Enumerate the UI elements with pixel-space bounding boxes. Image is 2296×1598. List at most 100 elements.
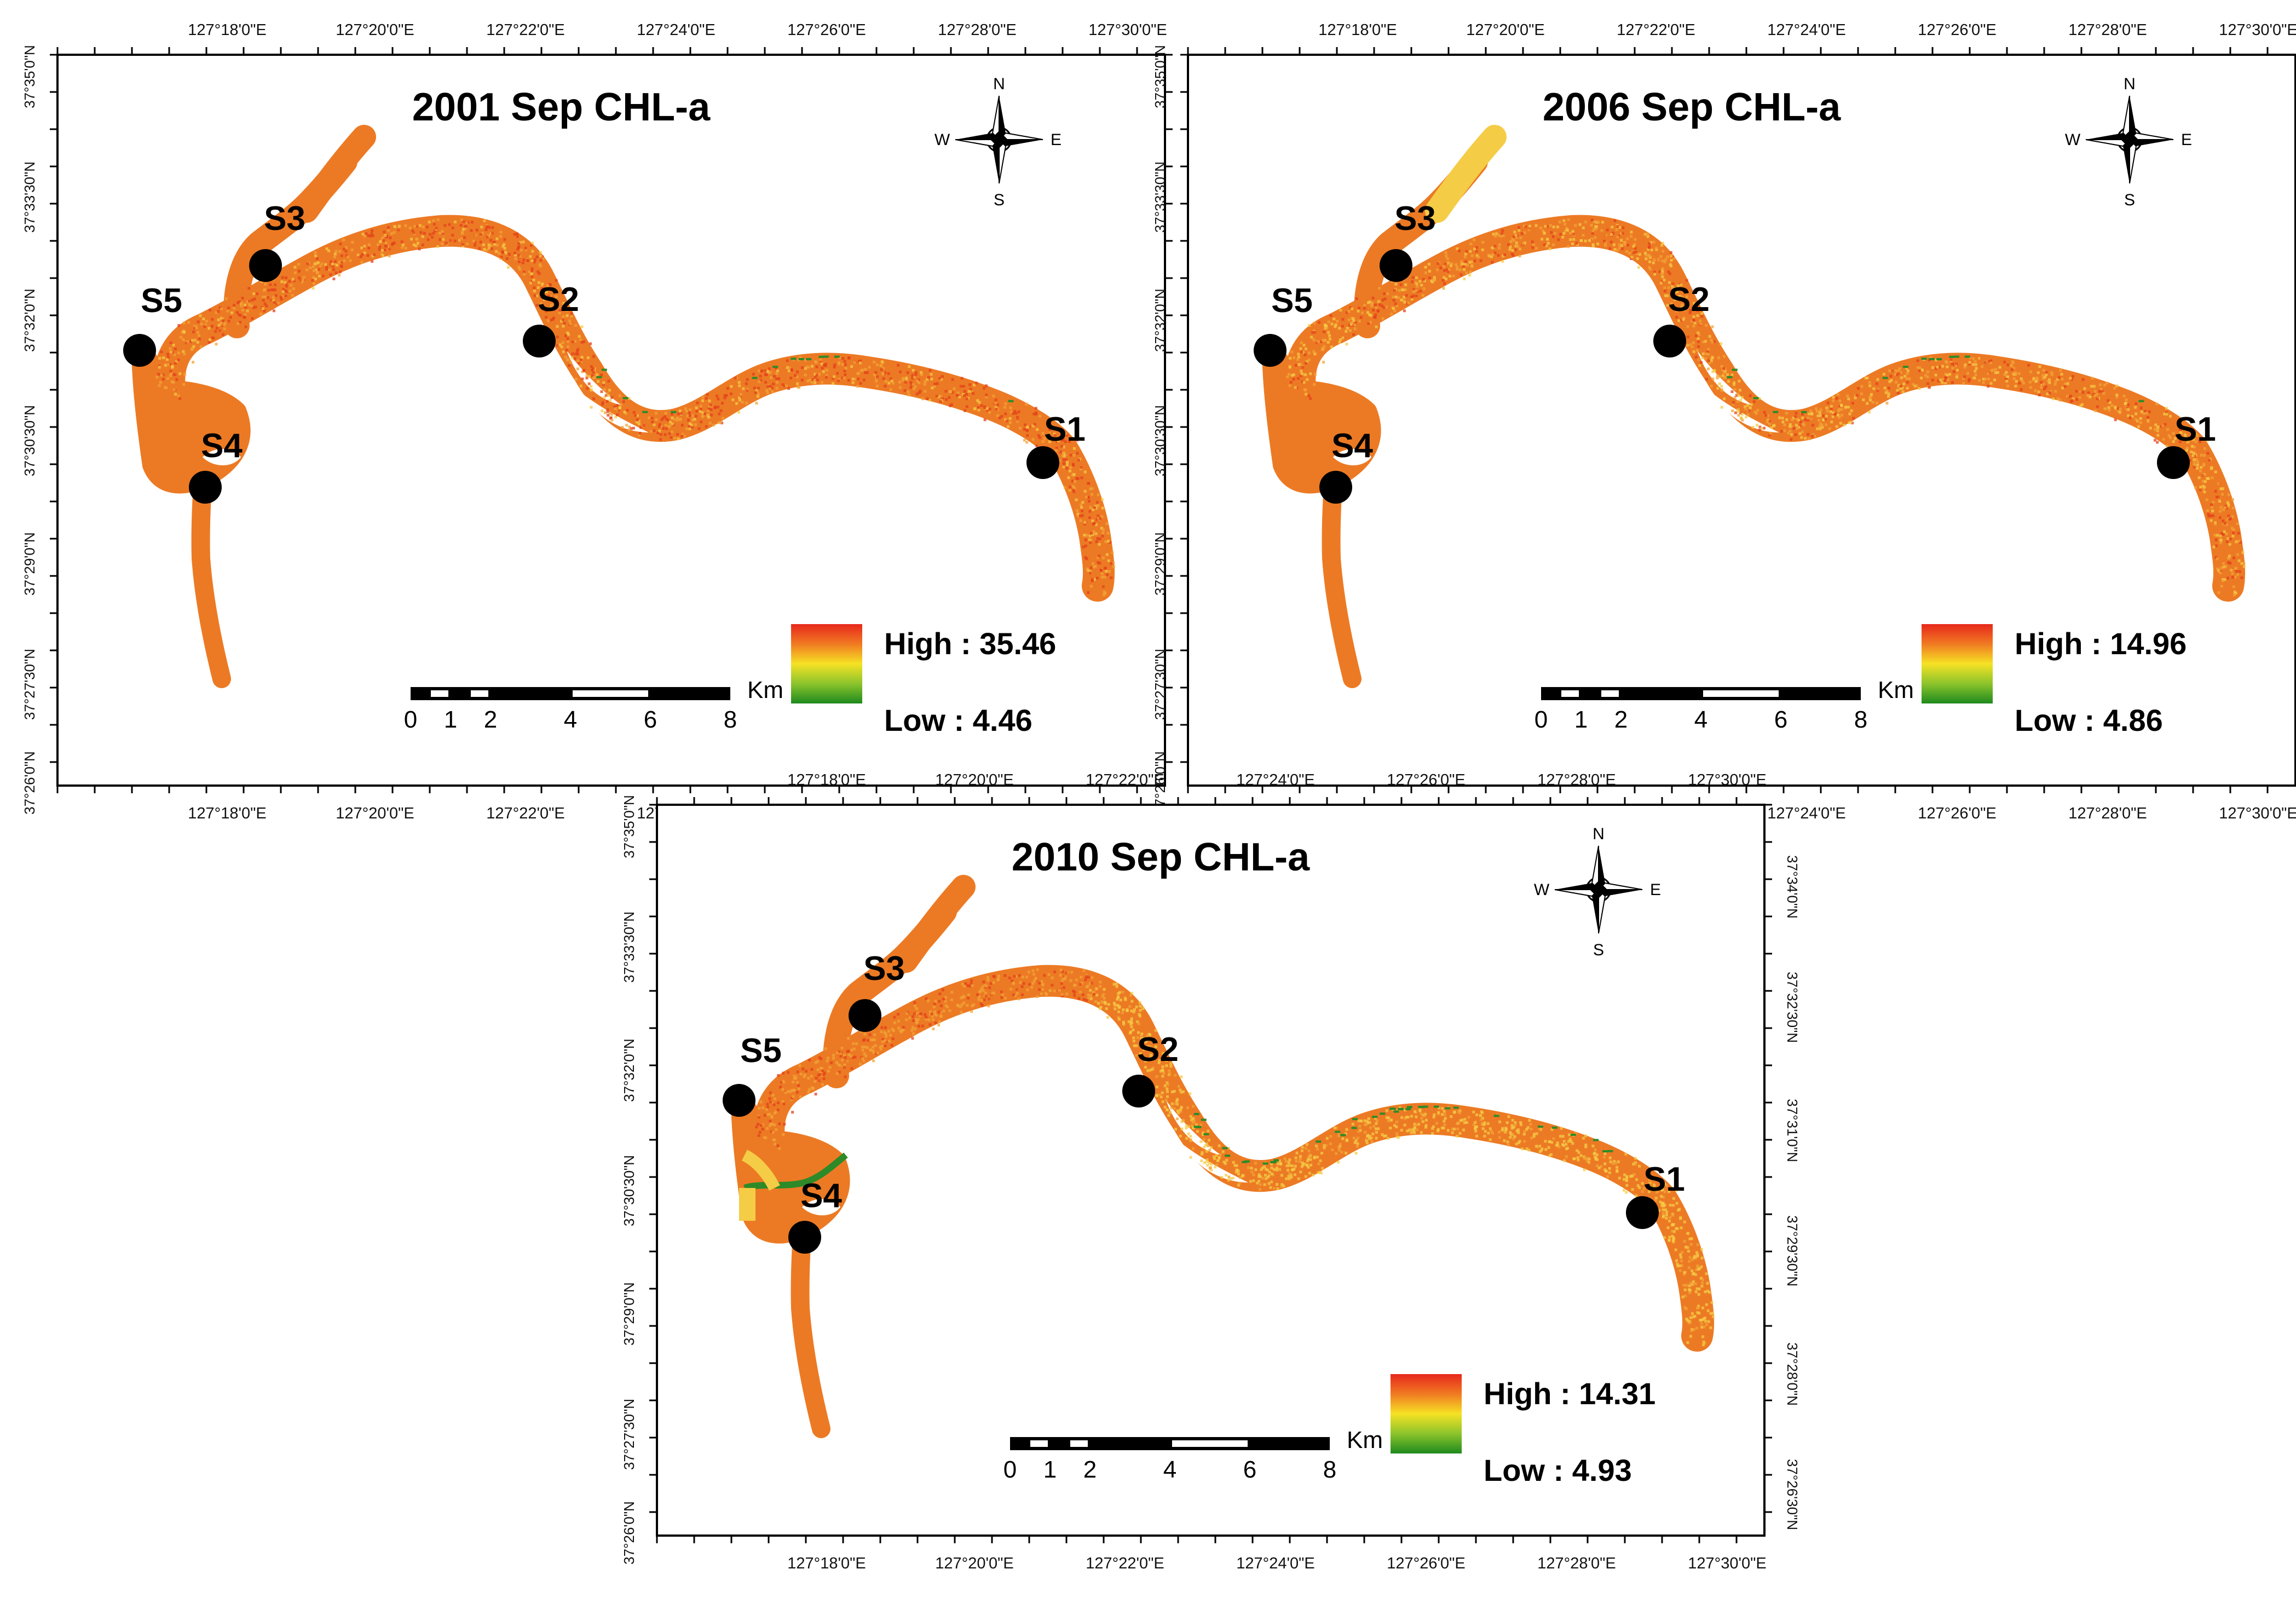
raster-pixel xyxy=(1121,990,1124,994)
raster-pixel xyxy=(1831,415,1835,418)
raster-pixel xyxy=(1443,1123,1446,1127)
raster-pixel xyxy=(1410,296,1413,299)
raster-pixel xyxy=(1773,424,1776,427)
raster-pixel xyxy=(1263,1165,1266,1168)
raster-pixel xyxy=(779,1086,782,1089)
raster-pixel xyxy=(1252,1173,1255,1176)
raster-pixel xyxy=(1660,1195,1663,1198)
raster-pixel xyxy=(2169,436,2172,439)
raster-pixel xyxy=(1902,382,1906,385)
raster-pixel xyxy=(1692,350,1695,353)
raster-pixel xyxy=(382,239,385,242)
raster-pixel xyxy=(1472,1110,1475,1114)
latitude-label-left: 37°30'30"N xyxy=(621,1155,637,1226)
raster-pixel xyxy=(568,364,571,367)
low-chl-patch xyxy=(743,1152,848,1191)
raster-pixel xyxy=(821,1067,824,1070)
raster-pixel xyxy=(1092,993,1095,996)
raster-pixel xyxy=(1064,432,1067,435)
raster-pixel xyxy=(585,376,589,379)
raster-pixel xyxy=(217,318,220,321)
raster-pixel xyxy=(1560,1127,1563,1130)
raster-pixel xyxy=(579,338,582,342)
low-chl-patch xyxy=(739,1188,755,1221)
raster-pixel xyxy=(1497,1130,1501,1134)
raster-pixel xyxy=(1832,411,1835,414)
raster-pixel xyxy=(2022,382,2025,385)
raster-pixel xyxy=(884,1026,887,1029)
raster-pixel xyxy=(1746,413,1750,417)
raster-pixel xyxy=(1461,1118,1464,1122)
raster-pixel xyxy=(1359,316,1363,319)
raster-pixel xyxy=(1982,381,1985,384)
raster-pixel xyxy=(1974,360,1977,363)
raster-pixel xyxy=(335,263,338,267)
raster-pixel xyxy=(1903,374,1907,378)
raster-pixel xyxy=(1072,464,1075,467)
station-label-s5: S5 xyxy=(141,282,182,320)
raster-pixel xyxy=(1934,367,1937,370)
raster-pixel xyxy=(1442,1127,1445,1130)
scale-bar-base xyxy=(1541,687,1861,700)
raster-pixel xyxy=(1370,302,1373,305)
raster-pixel xyxy=(2224,505,2228,508)
raster-pixel xyxy=(2037,390,2040,394)
raster-pixel xyxy=(1751,426,1755,429)
raster-pixel xyxy=(1648,1186,1652,1189)
raster-pixel xyxy=(1004,402,1007,406)
raster-pixel xyxy=(2238,570,2241,573)
raster-pixel xyxy=(1547,1146,1550,1149)
raster-pixel xyxy=(1122,1023,1126,1026)
raster-pixel xyxy=(1453,1106,1459,1109)
raster-pixel xyxy=(1899,371,1902,374)
raster-pixel xyxy=(404,246,407,250)
raster-pixel xyxy=(1548,247,1551,251)
raster-pixel xyxy=(529,281,532,285)
raster-pixel xyxy=(1328,337,1331,341)
raster-pixel xyxy=(1294,1164,1297,1168)
raster-pixel xyxy=(681,433,684,436)
raster-pixel xyxy=(799,1095,802,1099)
raster-pixel xyxy=(224,297,228,301)
raster-pixel xyxy=(1128,1005,1132,1008)
raster-pixel xyxy=(1668,1236,1671,1239)
raster-pixel xyxy=(1672,1223,1675,1226)
raster-pixel xyxy=(1227,1179,1230,1182)
raster-pixel xyxy=(810,381,814,384)
raster-pixel xyxy=(1371,297,1375,300)
raster-pixel xyxy=(1084,544,1087,547)
raster-pixel xyxy=(391,242,395,245)
raster-pixel xyxy=(1357,1119,1360,1122)
raster-pixel xyxy=(745,382,748,385)
raster-pixel xyxy=(775,386,778,390)
raster-pixel xyxy=(1548,1154,1551,1157)
raster-pixel xyxy=(1397,296,1400,299)
raster-pixel xyxy=(1705,324,1708,327)
raster-pixel xyxy=(1421,294,1424,297)
raster-pixel xyxy=(1294,386,1297,389)
raster-pixel xyxy=(521,261,524,264)
raster-pixel xyxy=(2145,412,2148,415)
raster-pixel xyxy=(820,381,823,384)
raster-pixel xyxy=(1353,327,1357,331)
raster-pixel xyxy=(1367,1117,1370,1121)
raster-pixel xyxy=(1522,1133,1526,1136)
raster-pixel xyxy=(2227,503,2230,506)
raster-pixel xyxy=(1371,1132,1375,1135)
raster-pixel xyxy=(1915,384,1918,388)
raster-pixel xyxy=(634,414,637,417)
raster-pixel xyxy=(516,232,519,235)
raster-pixel xyxy=(946,1005,949,1008)
longitude-label-top: 127°26'0"E xyxy=(1918,21,1997,39)
raster-pixel xyxy=(789,377,793,380)
raster-pixel xyxy=(1103,590,1106,593)
raster-pixel xyxy=(174,362,177,365)
raster-pixel xyxy=(1680,1226,1683,1230)
raster-pixel xyxy=(1306,1159,1309,1163)
raster-pixel xyxy=(1785,412,1788,415)
raster-pixel xyxy=(626,408,629,412)
raster-pixel xyxy=(1374,303,1377,307)
raster-pixel xyxy=(1562,1144,1565,1147)
raster-pixel xyxy=(1949,355,1955,358)
raster-pixel xyxy=(898,380,901,384)
